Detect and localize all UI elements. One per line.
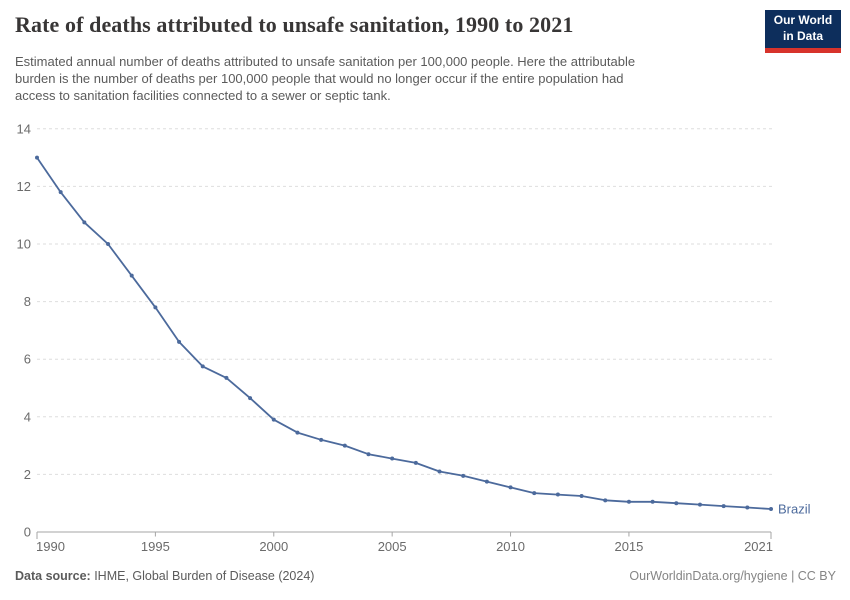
data-point[interactable]	[579, 494, 584, 498]
x-tick-label: 1990	[36, 539, 65, 554]
data-point[interactable]	[745, 505, 750, 510]
data-point[interactable]	[35, 155, 39, 160]
data-point[interactable]	[271, 417, 276, 422]
data-point[interactable]	[674, 501, 679, 506]
x-tick-label: 2000	[259, 539, 288, 554]
y-tick-label: 6	[24, 352, 31, 367]
chart-subtitle: Estimated annual number of deaths attrib…	[15, 53, 755, 104]
data-point[interactable]	[153, 305, 158, 310]
data-point[interactable]	[461, 473, 466, 478]
y-tick-label: 10	[17, 237, 31, 252]
data-point[interactable]	[224, 375, 229, 380]
data-point[interactable]	[626, 499, 631, 504]
subtitle-line: burden is the number of deaths per 100,0…	[15, 71, 624, 86]
data-point[interactable]	[532, 491, 537, 496]
license-link[interactable]: OurWorldinData.org/hygiene | CC BY	[629, 569, 836, 583]
x-tick-label: 2015	[614, 539, 643, 554]
data-point[interactable]	[58, 190, 63, 195]
y-tick-label: 14	[17, 121, 31, 136]
data-point[interactable]	[248, 396, 253, 401]
data-point[interactable]	[555, 492, 560, 497]
page-title: Rate of deaths attributed to unsafe sani…	[15, 12, 574, 37]
x-tick-label: 2021	[744, 539, 773, 554]
data-point[interactable]	[390, 456, 395, 461]
data-point[interactable]	[129, 273, 134, 278]
data-point[interactable]	[769, 506, 773, 511]
data-source-note: Data source: IHME, Global Burden of Dise…	[15, 569, 314, 583]
entity-label[interactable]: Brazil	[778, 501, 811, 516]
data-point[interactable]	[721, 504, 726, 509]
owid-logo-line2: in Data	[782, 29, 823, 43]
data-source-label: Data source:	[15, 569, 91, 583]
data-point[interactable]	[200, 364, 205, 369]
data-point[interactable]	[603, 498, 608, 503]
series-line[interactable]	[36, 156, 772, 510]
data-point[interactable]	[413, 460, 418, 465]
y-tick-label: 8	[24, 294, 31, 309]
y-tick-label: 0	[24, 525, 31, 540]
subtitle-line: access to sanitation facilities connecte…	[15, 88, 391, 103]
data-point[interactable]	[437, 469, 442, 474]
data-point[interactable]	[484, 479, 489, 484]
x-tick-label: 1995	[141, 539, 170, 554]
data-point[interactable]	[295, 430, 300, 435]
data-point[interactable]	[650, 499, 655, 504]
subtitle-line: Estimated annual number of deaths attrib…	[15, 54, 636, 69]
data-point[interactable]	[342, 443, 347, 448]
data-point[interactable]	[508, 485, 513, 490]
data-point[interactable]	[106, 242, 111, 246]
data-point[interactable]	[319, 437, 324, 442]
data-source-text: IHME, Global Burden of Disease (2024)	[90, 569, 315, 583]
owid-logo-line1: Our World	[773, 13, 833, 28]
x-tick-label: 2005	[378, 539, 407, 554]
x-tick-label: 2010	[496, 539, 525, 554]
data-point[interactable]	[82, 220, 87, 225]
data-point[interactable]	[366, 452, 371, 457]
y-tick-label: 12	[17, 179, 31, 194]
data-point[interactable]	[697, 502, 702, 507]
y-tick-label: 4	[24, 409, 31, 424]
y-tick-label: 2	[24, 467, 31, 482]
data-point[interactable]	[177, 339, 182, 344]
owid-logo[interactable]: Our World in Data	[765, 10, 841, 53]
